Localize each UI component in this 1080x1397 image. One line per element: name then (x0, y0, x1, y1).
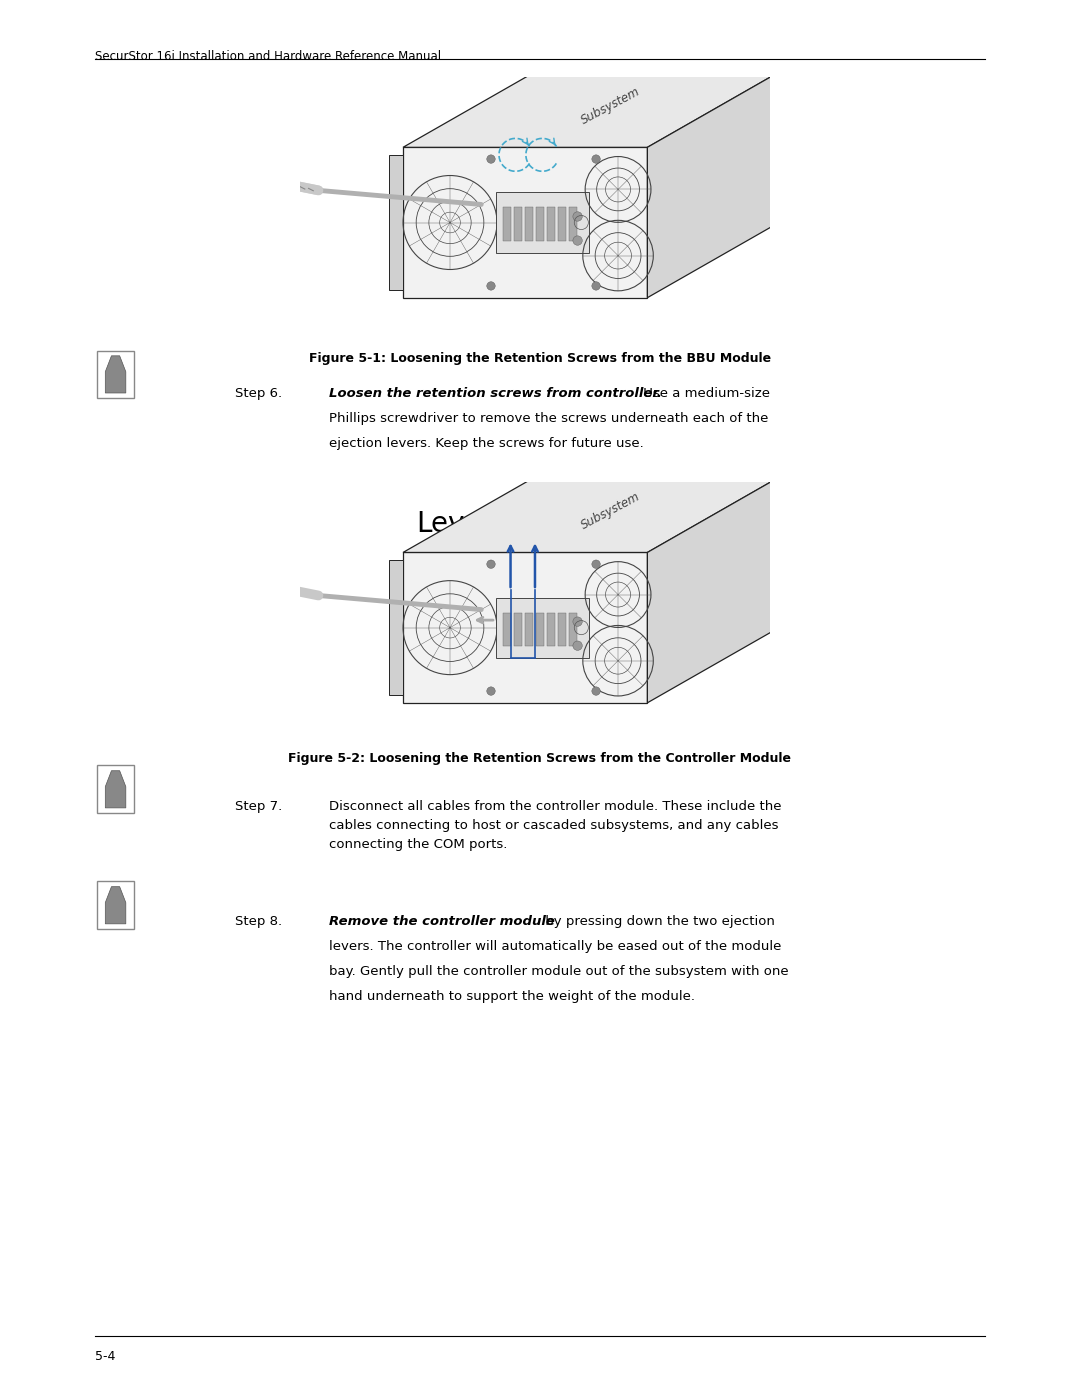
Circle shape (487, 560, 496, 569)
Polygon shape (106, 771, 125, 807)
Polygon shape (403, 478, 779, 552)
Text: levers. The controller will automatically be eased out of the module: levers. The controller will automaticall… (329, 940, 782, 953)
Polygon shape (403, 73, 779, 147)
Circle shape (592, 282, 600, 291)
Text: bay. Gently pull the controller module out of the subsystem with one: bay. Gently pull the controller module o… (329, 965, 789, 978)
Text: Disconnect all cables from the controller module. These include the
cables conne: Disconnect all cables from the controlle… (329, 800, 782, 852)
Text: Figure 5-2: Loosening the Retention Screws from the Controller Module: Figure 5-2: Loosening the Retention Scre… (288, 752, 792, 764)
Text: Subsystem: Subsystem (579, 490, 643, 532)
Bar (558, 208, 566, 240)
Circle shape (592, 155, 600, 163)
Circle shape (572, 236, 582, 246)
Circle shape (592, 560, 600, 569)
Polygon shape (774, 492, 791, 698)
Polygon shape (403, 147, 647, 298)
Bar (496, 193, 589, 253)
Text: hand underneath to support the weight of the module.: hand underneath to support the weight of… (329, 990, 696, 1003)
Circle shape (572, 641, 582, 651)
Circle shape (592, 687, 600, 696)
Bar (514, 208, 522, 240)
Text: Loosen the retention screws from controller.: Loosen the retention screws from control… (329, 387, 662, 400)
Circle shape (487, 155, 496, 163)
Text: SecurStor 16i Installation and Hardware Reference Manual: SecurStor 16i Installation and Hardware … (95, 49, 441, 63)
Text: Use a medium-size: Use a medium-size (639, 387, 770, 400)
Circle shape (779, 133, 786, 140)
Bar (389, 155, 403, 291)
Bar (548, 208, 555, 240)
Text: Step 7.: Step 7. (235, 800, 283, 813)
Text: Phillips screwdriver to remove the screws underneath each of the: Phillips screwdriver to remove the screw… (329, 412, 769, 425)
Bar (548, 613, 555, 645)
Bar (525, 613, 532, 645)
Text: Step 8.: Step 8. (235, 915, 283, 928)
Bar (537, 208, 543, 240)
Polygon shape (106, 356, 125, 393)
Bar (525, 208, 532, 240)
Bar (496, 598, 589, 658)
Polygon shape (403, 552, 647, 703)
Bar (569, 208, 577, 240)
Bar (569, 613, 577, 645)
Polygon shape (647, 73, 779, 298)
Polygon shape (647, 478, 779, 703)
Text: Step 6.: Step 6. (235, 387, 283, 400)
Polygon shape (106, 887, 125, 923)
Text: ejection levers. Keep the screws for future use.: ejection levers. Keep the screws for fut… (329, 437, 644, 450)
Circle shape (779, 538, 786, 545)
Circle shape (487, 687, 496, 696)
Circle shape (779, 243, 786, 250)
Text: Figure 5-1: Loosening the Retention Screws from the BBU Module: Figure 5-1: Loosening the Retention Scre… (309, 352, 771, 365)
Text: Remove the controller module: Remove the controller module (329, 915, 555, 928)
Circle shape (572, 212, 582, 221)
Bar (503, 613, 511, 645)
Text: Levers: Levers (416, 510, 508, 538)
Polygon shape (774, 87, 791, 293)
Circle shape (487, 282, 496, 291)
Circle shape (779, 648, 786, 655)
Bar (514, 613, 522, 645)
Bar (537, 613, 543, 645)
Text: Subsystem: Subsystem (579, 85, 643, 127)
Text: by pressing down the two ejection: by pressing down the two ejection (541, 915, 775, 928)
Bar (503, 208, 511, 240)
Bar (389, 560, 403, 696)
Text: 5-4: 5-4 (95, 1350, 116, 1362)
Circle shape (572, 617, 582, 626)
Bar (558, 613, 566, 645)
